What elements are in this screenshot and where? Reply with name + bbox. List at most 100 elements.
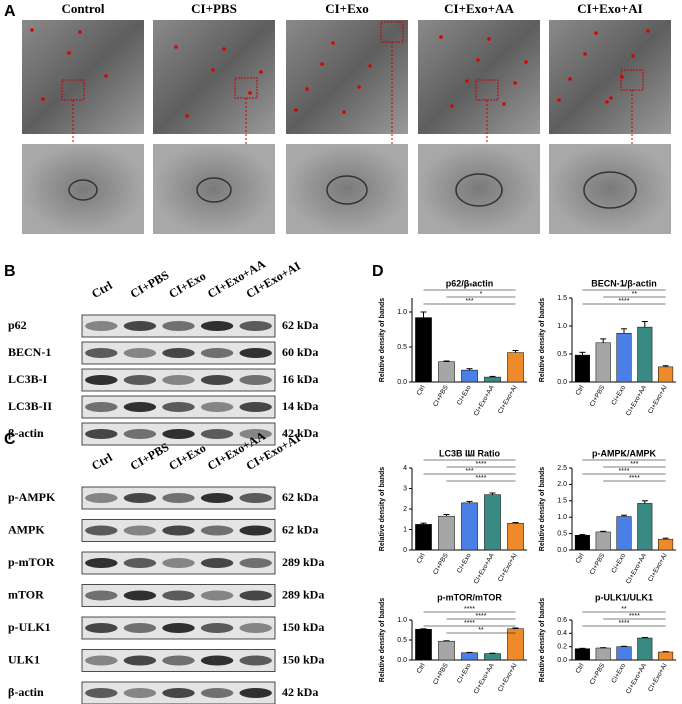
- kda-label: 62 kDa: [282, 490, 318, 504]
- bar: [637, 637, 653, 661]
- sig-label: *: [623, 284, 626, 291]
- y-tick-label: 1.5: [557, 295, 567, 302]
- sig-label: ***: [465, 298, 473, 305]
- marker: [320, 62, 324, 66]
- y-tick-label: 0.5: [557, 530, 567, 537]
- band: [123, 590, 157, 601]
- chart-title: BECN-1/β-actin: [591, 278, 657, 288]
- chart-title: p-mTOR/mTOR: [437, 592, 502, 602]
- bar: [484, 376, 501, 383]
- y-tick-label: 4: [403, 465, 407, 472]
- band: [239, 590, 272, 601]
- bar: [484, 494, 501, 551]
- x-tick-label: CI+PBS: [432, 384, 450, 408]
- bar: [595, 342, 611, 383]
- micrograph: [22, 144, 144, 234]
- sig-label: **: [621, 606, 627, 613]
- sig-label: ****: [464, 606, 475, 613]
- band: [123, 525, 157, 536]
- y-tick-label: 1.5: [557, 498, 567, 505]
- group-label: CI+Exo+AA: [444, 1, 514, 16]
- y-tick-label: 1.0: [557, 514, 567, 521]
- band: [200, 375, 234, 385]
- band: [239, 493, 272, 503]
- sig-label: ***: [630, 461, 638, 468]
- protein-label: ULK1: [8, 652, 40, 666]
- x-tick-label: CI+PBS: [432, 552, 450, 576]
- panel-label: D: [372, 263, 384, 280]
- band: [123, 558, 157, 568]
- protein-label: p-mTOR: [8, 555, 55, 569]
- x-tick-label: CI+Exo+AA: [473, 552, 496, 585]
- bar: [415, 317, 432, 383]
- bar: [574, 534, 590, 551]
- lane-label: CI+PBS: [128, 268, 172, 301]
- group-label: CI+Exo+AI: [577, 1, 642, 16]
- marker: [465, 79, 469, 83]
- protein-label: LC3B-I: [8, 372, 48, 386]
- band: [85, 558, 118, 568]
- band: [85, 525, 118, 536]
- lane-label: Ctrl: [89, 450, 115, 473]
- panel-label: A: [4, 3, 16, 20]
- band: [239, 321, 272, 331]
- band: [162, 525, 195, 536]
- organelle: [68, 179, 98, 201]
- kda-label: 14 kDa: [282, 399, 318, 413]
- x-tick-label: CI+Exo+AI: [647, 662, 669, 693]
- bar: [461, 369, 478, 383]
- y-tick-label: 1: [403, 526, 407, 533]
- sig-label: ***: [465, 454, 473, 461]
- band: [239, 402, 272, 412]
- band: [123, 623, 157, 633]
- sig-label: ****: [629, 613, 640, 620]
- y-tick-label: 0.0: [397, 379, 407, 386]
- marker: [476, 58, 480, 62]
- x-tick-label: CI+Exo+AA: [625, 384, 648, 417]
- x-tick-label: CI+PBS: [589, 384, 607, 408]
- x-tick-label: CI+Exo+AI: [647, 552, 669, 583]
- sig-label: **: [632, 291, 638, 298]
- micrograph: [153, 20, 275, 134]
- y-tick-label: 0.2: [557, 644, 567, 651]
- bar: [574, 648, 590, 661]
- band: [85, 623, 118, 633]
- band: [123, 321, 157, 331]
- x-tick-label: CI+Exo+AI: [497, 662, 519, 693]
- y-tick-label: 2.0: [557, 481, 567, 488]
- y-axis-label: Relative density of bands: [539, 598, 546, 683]
- x-tick-label: CI+Exo+AA: [625, 552, 648, 585]
- band: [85, 375, 118, 385]
- band: [162, 402, 195, 412]
- band: [162, 558, 195, 568]
- chart-title: p-ULK1/ULK1: [595, 592, 653, 602]
- marker: [620, 75, 624, 79]
- band: [162, 429, 195, 439]
- band: [239, 655, 272, 666]
- sig-label: ****: [476, 461, 487, 468]
- marker: [513, 81, 517, 85]
- sig-label: ****: [619, 620, 630, 627]
- band: [200, 558, 234, 568]
- micrograph: [418, 20, 540, 134]
- chart-title: LC3B II/I Ratio: [439, 448, 501, 458]
- band: [239, 558, 272, 568]
- sig-label: ****: [619, 298, 630, 305]
- x-tick-label: Ctrl: [416, 552, 427, 565]
- organelle: [455, 173, 503, 207]
- band: [123, 375, 157, 385]
- sig-label: ****: [476, 613, 487, 620]
- protein-label: BECN-1: [8, 345, 51, 359]
- protein-label: β-actin: [8, 685, 44, 699]
- y-tick-label: 0.5: [397, 637, 407, 644]
- band: [85, 655, 118, 666]
- y-tick-label: 0.5: [397, 344, 407, 351]
- marker: [594, 31, 598, 35]
- bar: [574, 354, 590, 383]
- x-tick-label: Ctrl: [575, 552, 586, 565]
- sig-label: **: [478, 627, 484, 634]
- marker: [211, 68, 215, 72]
- band: [200, 493, 234, 503]
- band: [123, 655, 157, 666]
- band: [239, 623, 272, 633]
